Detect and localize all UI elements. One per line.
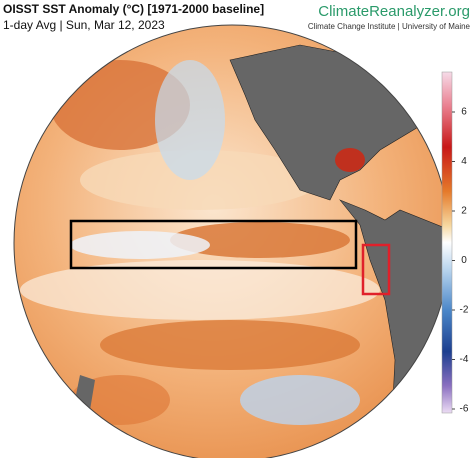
colorbar-tick-label: -6 [460,404,469,415]
subtitle: 1-day Avg | Sun, Mar 12, 2023 [3,18,165,32]
colorbar-tick-label: -2 [460,305,469,316]
colorbar-tick-label: 6 [461,107,467,118]
colorbar [441,71,453,414]
title: OISST SST Anomaly (°C) [1971-2000 baseli… [3,2,264,16]
brand-org: Climate Change Institute | University of… [308,22,471,31]
colorbar-tick-label: 4 [461,156,467,167]
nino-box [69,219,358,270]
colorbar-tick-label: 0 [461,255,467,266]
colorbar-tick-label: 2 [461,206,467,217]
brand-name: ClimateReanalyzer.org [318,3,470,20]
coast-box [361,243,391,296]
colorbar-tick-label: -4 [460,354,469,365]
